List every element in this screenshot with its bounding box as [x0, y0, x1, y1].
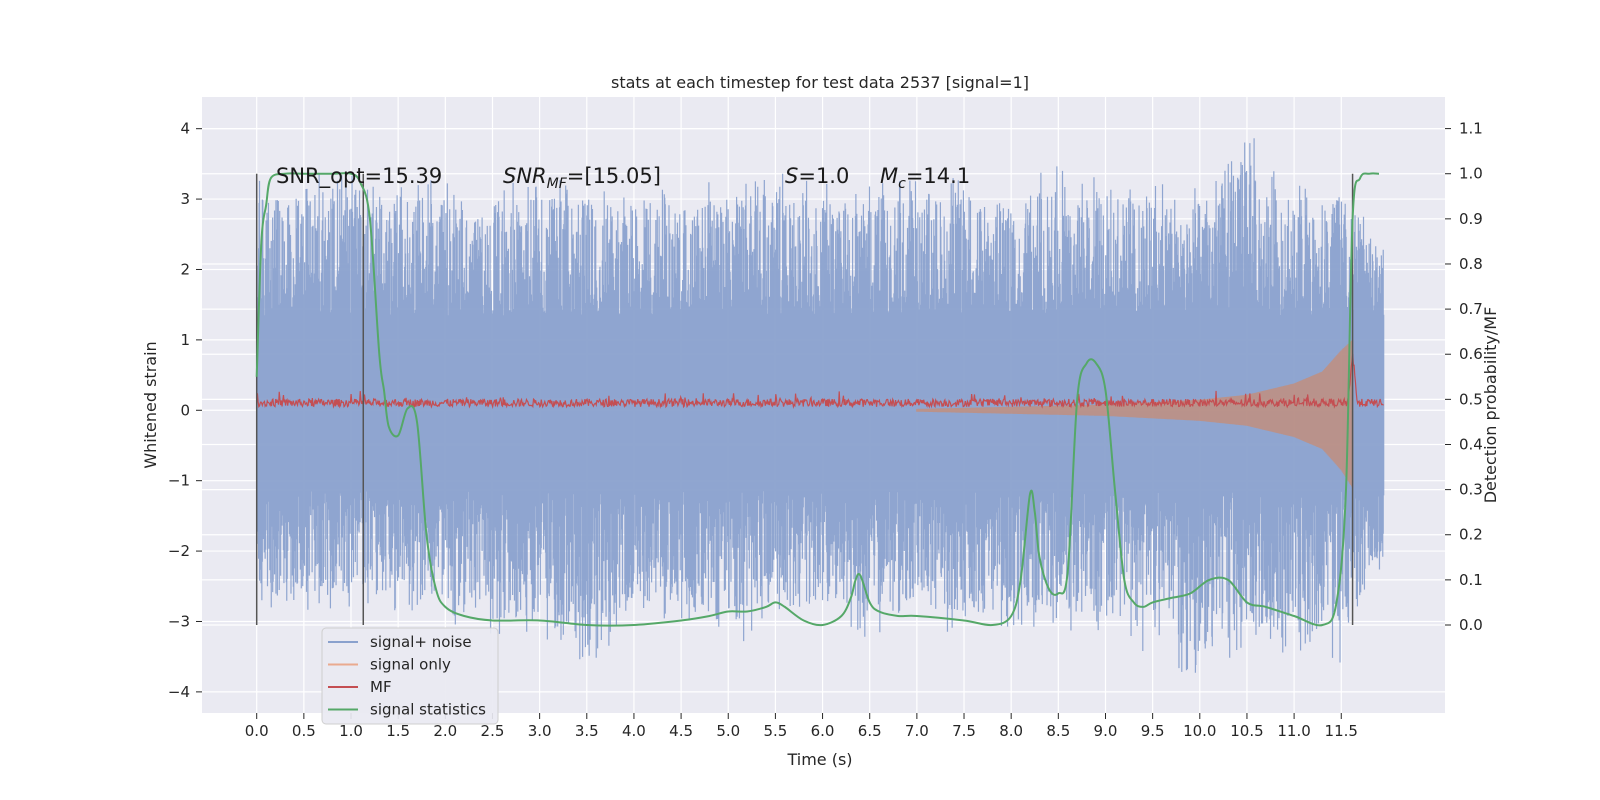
- x-tick-label: 0.0: [245, 722, 269, 740]
- axes: 0.0 0.5 1.0 1.5 2.0 2.5 3.0 3.5 4.0 4.5 5.0 5.5 6.0 6…: [168, 120, 1483, 740]
- x-tick-label: 2.0: [433, 722, 457, 740]
- y-tick-label-right: 0.5: [1459, 390, 1483, 408]
- snr-mf-annotation: SNRMF=[15.05]: [503, 164, 661, 192]
- y-tick-label-right: 1.0: [1459, 165, 1483, 183]
- mc-subscript: c: [898, 176, 906, 192]
- x-tick-label: 11.5: [1325, 722, 1358, 740]
- x-axis-label: Time (s): [786, 750, 852, 769]
- x-tick-label: 7.5: [952, 722, 976, 740]
- x-tick-label: 3.0: [528, 722, 552, 740]
- x-tick-label: 0.5: [292, 722, 316, 740]
- x-tick-label: 4.5: [669, 722, 693, 740]
- y-tick-label-left: −4: [168, 683, 190, 701]
- y-tick-label-right: 0.9: [1459, 210, 1483, 228]
- snr-mf-symbol: SNR: [503, 164, 547, 188]
- legend-label: signal statistics: [370, 701, 486, 719]
- y-tick-label-right: 0.7: [1459, 300, 1483, 318]
- x-tick-label: 2.5: [481, 722, 505, 740]
- legend-box: [321, 627, 499, 725]
- y-tick-label-left: 3: [180, 190, 190, 208]
- chart-title: stats at each timestep for test data 253…: [611, 73, 1029, 92]
- y-tick-label-right: 0.6: [1459, 345, 1483, 363]
- y-tick-label-left: −2: [168, 542, 190, 560]
- x-tick-label: 1.0: [339, 722, 363, 740]
- mc-symbol: M: [880, 164, 898, 188]
- x-tick-label: 1.5: [386, 722, 410, 740]
- x-tick-label: 11.0: [1277, 722, 1310, 740]
- s-annotation: S=1.0: [785, 164, 849, 188]
- x-tick-label: 9.5: [1141, 722, 1165, 740]
- y-tick-label-left: 2: [180, 260, 190, 278]
- y-tick-label-right: 0.3: [1459, 481, 1483, 499]
- mf-series: [256, 353, 1384, 410]
- x-tick-label: 7.0: [905, 722, 929, 740]
- snr-opt-annotation: SNR_opt=15.39: [276, 164, 442, 189]
- x-tick-label: 10.0: [1183, 722, 1216, 740]
- y-tick-label-left: −3: [168, 612, 190, 630]
- s-value: =1.0: [798, 164, 849, 188]
- signal-only-series: [916, 339, 1354, 488]
- legend-label: signal only: [370, 656, 451, 674]
- mc-value: =14.1: [906, 164, 970, 188]
- y-tick-label-right: 0.0: [1459, 616, 1483, 634]
- plot-area: [202, 97, 1445, 713]
- y-tick-label-left: 0: [180, 401, 190, 419]
- legend-label: signal+ noise: [370, 633, 472, 651]
- y-tick-label-right: 0.8: [1459, 255, 1483, 273]
- y-axis-label-left: Whitened strain: [141, 341, 160, 468]
- x-tick-label: 5.5: [763, 722, 787, 740]
- snr-mf-subscript: MF: [547, 176, 568, 192]
- x-tick-label: 10.5: [1230, 722, 1263, 740]
- x-tick-label: 3.5: [575, 722, 599, 740]
- y-tick-label-left: 4: [180, 120, 190, 138]
- snr-mf-value: =[15.05]: [567, 164, 661, 188]
- legend: signal+ noise signal only MF signal statist…: [321, 627, 499, 725]
- y-tick-label-left: −1: [168, 472, 190, 490]
- y-tick-label-right: 0.1: [1459, 571, 1483, 589]
- mc-annotation: Mc=14.1: [880, 164, 970, 192]
- annotations: SNR_opt=15.39 SNRMF=[15.05] S=1.0 Mc=14.…: [276, 164, 970, 192]
- y-tick-label-right: 1.1: [1459, 120, 1483, 138]
- y-tick-label-right: 0.4: [1459, 435, 1483, 453]
- y-tick-label-left: 1: [180, 331, 190, 349]
- x-tick-label: 8.5: [1046, 722, 1070, 740]
- x-tick-label: 9.0: [1094, 722, 1118, 740]
- x-tick-label: 6.5: [858, 722, 882, 740]
- y-axis-label-right: Detection probability/MF: [1481, 307, 1500, 504]
- x-tick-label: 6.0: [811, 722, 835, 740]
- x-tick-label: 8.0: [999, 722, 1023, 740]
- s-symbol: S: [785, 164, 798, 188]
- y-tick-label-right: 0.2: [1459, 526, 1483, 544]
- x-tick-label: 5.0: [716, 722, 740, 740]
- x-tick-label: 4.0: [622, 722, 646, 740]
- signal-statistics-series: [255, 172, 1380, 627]
- legend-label: MF: [370, 678, 392, 696]
